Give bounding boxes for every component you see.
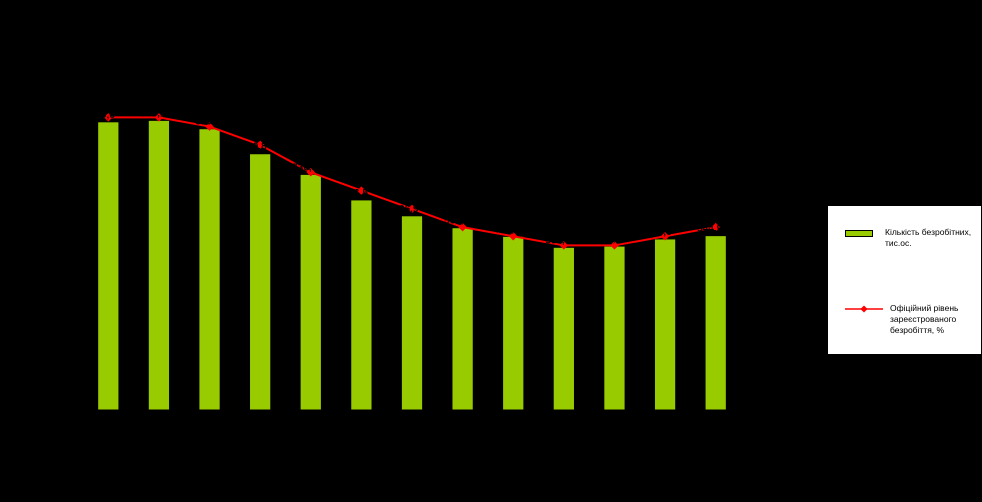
line-value-label: 2 (468, 207, 474, 218)
line-point (357, 186, 366, 195)
line-value-label: 3,2 (160, 97, 174, 108)
bar (299, 173, 322, 411)
bar-value-label: 542,7 (495, 224, 520, 235)
bar-value-label: 508,4 (545, 235, 570, 246)
bar-value-label: 656,5 (343, 188, 368, 199)
line-point (407, 204, 417, 214)
line-value-label: 1,9 (666, 216, 680, 227)
bar-series (97, 119, 727, 411)
bar (603, 245, 626, 411)
bar (350, 199, 373, 411)
bar-value-label: 800,8 (242, 142, 267, 153)
line-value-label: 2,6 (312, 152, 326, 163)
legend-swatch-bar (845, 230, 873, 237)
bar (704, 235, 727, 411)
line-value-label: 2,4 (362, 171, 376, 182)
bar (451, 227, 474, 411)
bar (147, 119, 171, 411)
bar-value-label: 544,9 (697, 224, 722, 235)
bar (502, 235, 525, 411)
legend-label-line: Офіційний рівень зареєстрованого безробі… (890, 303, 959, 335)
line-value-label: 2 (721, 207, 727, 218)
bar-value-label: 879 (195, 117, 212, 128)
line-point (306, 168, 316, 177)
line-value-label: 2,2 (413, 189, 427, 200)
bar-value-label: 569,6 (444, 216, 469, 227)
line-value-label: 1,8 (616, 225, 630, 236)
bar (552, 246, 575, 411)
bar (400, 215, 424, 411)
legend-swatch-line (845, 305, 883, 313)
bar-value-label: 606,9 (393, 204, 418, 215)
bar (249, 153, 272, 411)
line-point (458, 222, 467, 232)
bar-value-label: 534,6 (647, 227, 672, 238)
line-point (104, 113, 113, 122)
bar (653, 238, 677, 411)
line-value-label: 1,9 (514, 216, 528, 227)
line-point (205, 122, 214, 131)
line-value-label: 3,2 (109, 97, 123, 108)
line-value-label: 3,1 (211, 107, 225, 118)
line-point (154, 113, 164, 122)
bar-value-label: 900,6 (90, 110, 115, 121)
line-value-label: 1,8 (565, 225, 579, 236)
line-value-label: 2,9 (261, 125, 275, 136)
bar (97, 121, 120, 411)
bar-value-label: 512,2 (596, 234, 621, 245)
line-point (255, 140, 265, 150)
data-labels: 900,6 905,1 879 800,8 736,3 656,5 606,9 569,6 54… (90, 97, 727, 246)
bar (198, 128, 221, 411)
legend-label-bar: Кількість безробітних, тис.ос. (885, 227, 972, 248)
legend: Кількість безробітних, тис.ос. Офіційний… (827, 205, 982, 355)
bar-value-label: 905,1 (140, 108, 165, 119)
bar-value-label: 736,3 (292, 162, 317, 173)
